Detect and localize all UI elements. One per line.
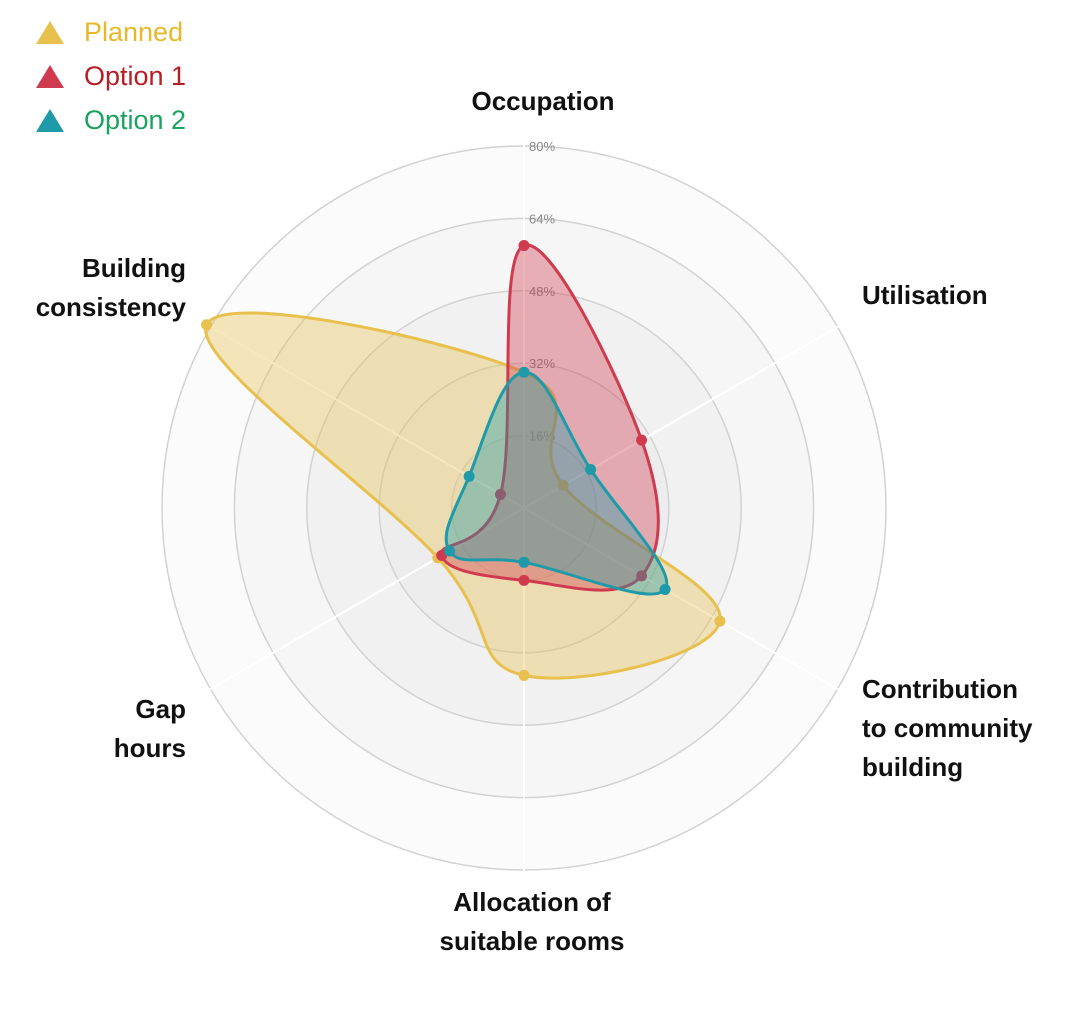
legend: Planned Option 1 Option 2 <box>36 10 186 142</box>
data-point-option-1-2[interactable] <box>636 434 648 446</box>
axis-label-contribution-to-community-building: Contribution to community building <box>862 674 1033 782</box>
legend-marker-option-2 <box>36 108 64 132</box>
data-point-option-2-5[interactable] <box>444 545 456 557</box>
axis-label-line: Contribution <box>862 674 1018 704</box>
data-point-planned-2[interactable] <box>557 479 569 491</box>
tick-label: 16% <box>529 429 555 444</box>
axis-label-line: suitable rooms <box>440 926 625 956</box>
series-layer <box>201 240 726 681</box>
axis-label-line: hours <box>114 733 186 763</box>
data-point-option-2-6[interactable] <box>463 470 475 482</box>
axis-label-occupation: Occupation <box>471 86 614 116</box>
data-point-option-2-4[interactable] <box>518 556 530 568</box>
legend-label-option-1: Option 1 <box>84 60 187 91</box>
series-option-2 <box>444 366 671 596</box>
axis-label-line: to community <box>862 713 1033 743</box>
axis-label-building-consistency: Building consistency <box>36 253 187 322</box>
series-area-planned <box>204 311 722 680</box>
axis-label-utilisation: Utilisation <box>862 280 988 310</box>
radial-tick-labels: 16% 32% 48% 64% 80% <box>529 139 555 444</box>
legend-marker-option-1 <box>36 64 64 88</box>
axis-label-line: Allocation of <box>453 887 611 917</box>
data-point-option-1-3[interactable] <box>636 570 648 582</box>
tick-label: 48% <box>529 284 555 299</box>
tick-label: 64% <box>529 211 555 226</box>
axis-label-line: Gap <box>135 694 186 724</box>
axis-label-line: Utilisation <box>862 280 988 310</box>
data-point-option-1-1[interactable] <box>518 240 530 252</box>
tick-label: 32% <box>529 356 555 371</box>
axis-labels: Occupation Utilisation Contribution to comm… <box>36 86 1033 956</box>
legend-item-option-2[interactable]: Option 2 <box>36 98 186 142</box>
axis-label-line: consistency <box>36 292 187 322</box>
legend-marker-planned <box>36 20 64 44</box>
data-point-option-1-6[interactable] <box>494 488 506 500</box>
data-point-planned-6[interactable] <box>201 319 213 331</box>
data-point-option-2-1[interactable] <box>518 366 530 378</box>
data-point-option-2-3[interactable] <box>659 583 671 595</box>
legend-item-planned[interactable]: Planned <box>36 10 186 54</box>
axis-spoke-2 <box>523 322 845 509</box>
data-point-option-2-2[interactable] <box>585 464 597 476</box>
axis-label-line: Occupation <box>471 86 614 116</box>
axis-label-gap-hours: Gap hours <box>114 694 186 763</box>
legend-item-option-1[interactable]: Option 1 <box>36 54 186 98</box>
legend-label-planned: Planned <box>84 16 184 47</box>
data-point-planned-4[interactable] <box>518 669 530 681</box>
axis-label-line: building <box>862 752 963 782</box>
axis-label-allocation-of-suitable-rooms: Allocation of suitable rooms <box>440 887 625 956</box>
data-point-option-1-4[interactable] <box>518 574 530 586</box>
axis-spoke-3 <box>523 507 845 694</box>
legend-label-option-2: Option 2 <box>84 104 187 135</box>
data-point-planned-3[interactable] <box>714 615 726 627</box>
tick-label: 80% <box>529 139 555 154</box>
axis-label-line: Building <box>82 253 186 283</box>
